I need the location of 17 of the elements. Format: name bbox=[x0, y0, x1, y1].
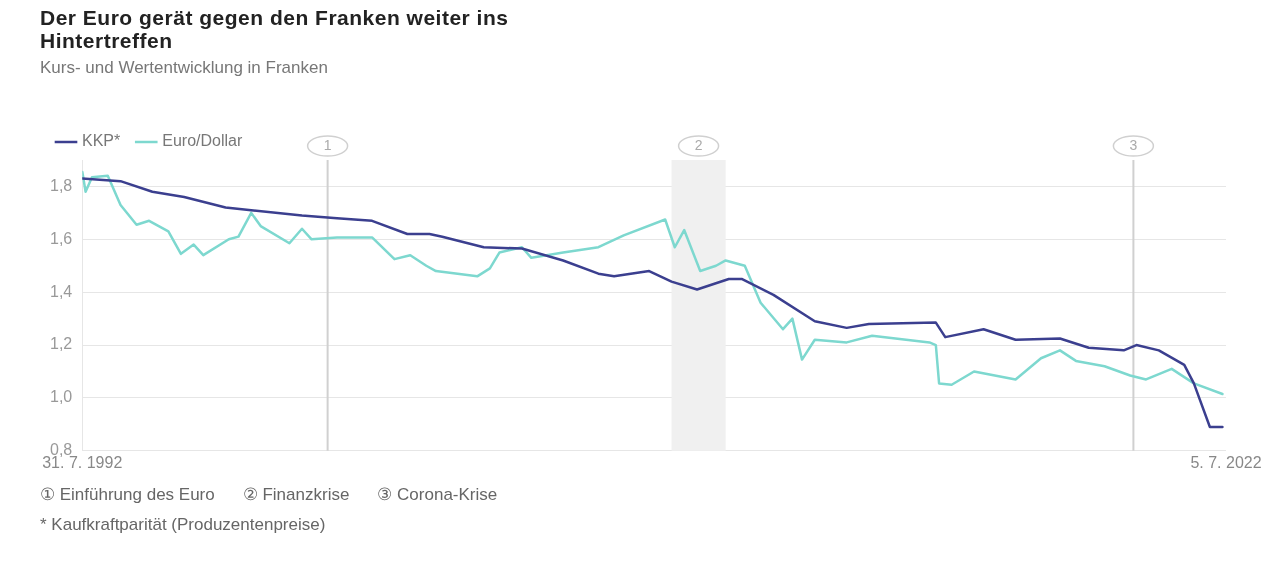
y-tick-label: 1,2 bbox=[49, 335, 73, 353]
ref-line-label: 1 bbox=[323, 136, 332, 153]
text: ③ Corona-Krise bbox=[377, 485, 498, 504]
band-label: 2 bbox=[694, 136, 703, 153]
chart-subtitle: Kurs- und Wertentwicklung in Franken bbox=[40, 58, 328, 78]
legend-label: KKP* bbox=[82, 132, 121, 150]
text: * Kaufkraftparität (Produzentenpreise) bbox=[40, 514, 327, 536]
ref-line-label: 3 bbox=[1129, 136, 1138, 153]
x-tick-label: 5. 7. 2022 bbox=[1190, 453, 1262, 471]
y-tick-label: 1,0 bbox=[49, 388, 73, 406]
text: ① Einführung des Euro bbox=[40, 485, 215, 504]
y-tick-label: 1,6 bbox=[49, 229, 73, 247]
y-tick-label: 1,4 bbox=[49, 282, 73, 300]
chart-title: Der Euro gerät gegen den Franken weiter ins Hintertreffen bbox=[40, 6, 510, 52]
text: ② Finanzkrise bbox=[242, 485, 350, 504]
legend-label: Euro/Dollar bbox=[162, 132, 243, 150]
y-tick-label: 1,8 bbox=[49, 176, 73, 194]
